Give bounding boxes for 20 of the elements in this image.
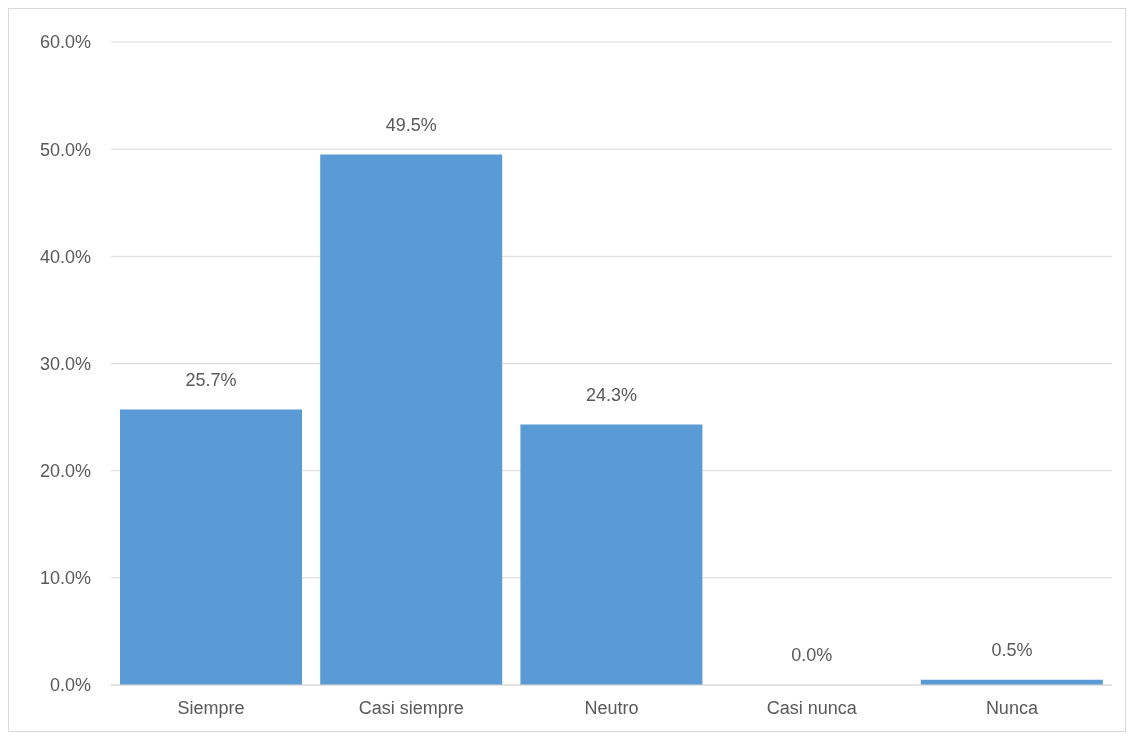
y-tick-label: 20.0% [39, 461, 91, 482]
x-tick-label: Nunca [985, 697, 1039, 718]
x-tick-label: Neutro [584, 697, 639, 718]
y-tick-label: 10.0% [39, 568, 91, 589]
y-tick-label: 50.0% [39, 139, 91, 160]
x-tick-label: Casi siempre [358, 697, 464, 718]
y-tick-label: 30.0% [39, 353, 91, 374]
y-tick-label: 60.0% [39, 32, 91, 53]
y-tick-label: 40.0% [39, 246, 91, 267]
bar [520, 424, 703, 685]
bar [120, 409, 303, 685]
x-tick-label: Casi nunca [766, 697, 858, 718]
data-label: 49.5% [385, 114, 437, 135]
x-tick-label: Siempre [177, 697, 245, 718]
data-label: 0.0% [791, 645, 833, 665]
data-label: 0.5% [991, 639, 1033, 660]
y-tick-label: 0.0% [49, 675, 91, 696]
bar [320, 154, 503, 685]
data-label: 25.7% [185, 369, 237, 390]
data-label: 24.3% [585, 384, 638, 405]
